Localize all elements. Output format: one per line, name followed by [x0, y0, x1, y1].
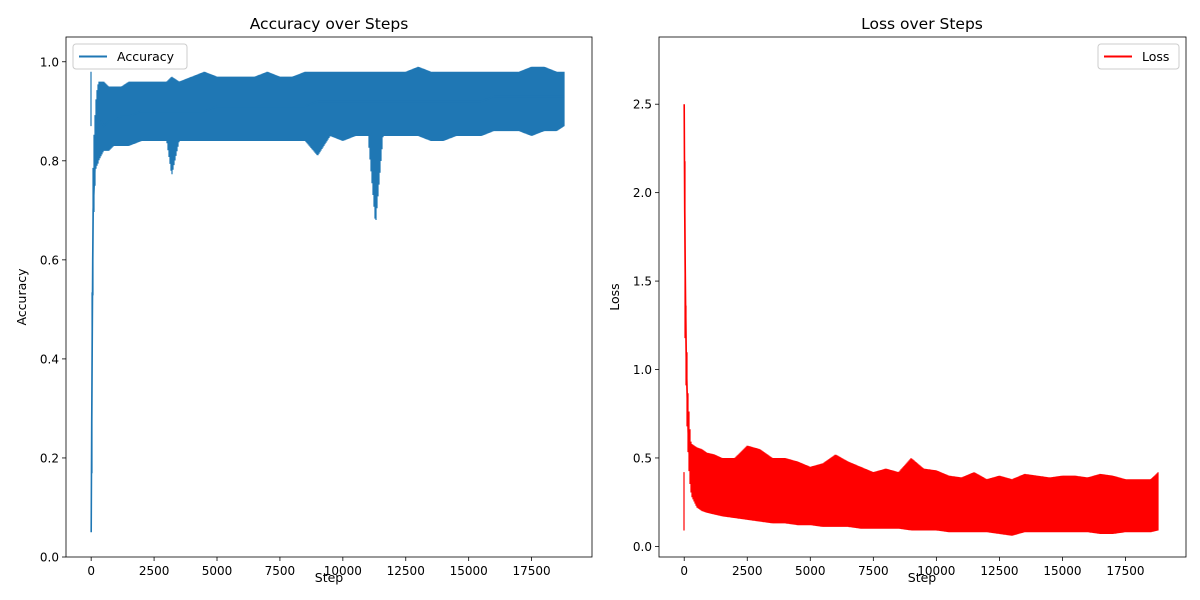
loss-x-tick-label: 5000: [795, 564, 826, 578]
accuracy-x-tick-label: 2500: [139, 564, 170, 578]
accuracy-y-axis: 0.0 0.2 0.4 0.6 0.8 1.0: [40, 55, 66, 565]
loss-x-tick-label: 2500: [732, 564, 763, 578]
accuracy-y-tick-label: 0.2: [40, 451, 59, 465]
accuracy-y-tick-label: 0.6: [40, 253, 59, 267]
accuracy-axes-frame: [65, 36, 593, 558]
loss-y-axis-label: Loss: [607, 283, 622, 310]
accuracy-x-tick-label: 7500: [265, 564, 296, 578]
loss-series-line: [683, 104, 1159, 512]
accuracy-x-tick-label: 15000: [450, 564, 488, 578]
loss-x-axis-label: Step: [908, 570, 937, 585]
accuracy-y-tick-label: 1.0: [40, 55, 59, 69]
accuracy-x-axis: 0 2500 5000 7500 10000 12500 15000 17500: [87, 557, 551, 578]
loss-y-tick-label: 0.0: [633, 540, 652, 554]
accuracy-y-tick-label: 0.0: [40, 551, 59, 565]
loss-x-tick-label: 15000: [1043, 564, 1081, 578]
accuracy-legend-box: [72, 43, 188, 70]
loss-axes-frame: [658, 36, 1187, 558]
accuracy-y-tick-label: 0.8: [40, 154, 59, 168]
loss-x-tick-label: 12500: [980, 564, 1018, 578]
accuracy-x-tick-label: 10000: [324, 564, 362, 578]
accuracy-series-line: [90, 95, 565, 533]
accuracy-chart-title: Accuracy over Steps: [250, 15, 409, 33]
loss-y-axis: 0.0 0.5 1.0 1.5 2.0 2.5: [633, 98, 659, 554]
loss-y-tick-label: 1.0: [633, 363, 652, 377]
loss-x-tick-label: 17500: [1106, 564, 1144, 578]
accuracy-legend: Accuracy: [72, 43, 188, 70]
accuracy-x-tick-label: 12500: [387, 564, 425, 578]
accuracy-legend-label: Accuracy: [117, 49, 175, 64]
accuracy-x-tick-label: 17500: [513, 564, 551, 578]
loss-y-tick-label: 2.0: [633, 186, 652, 200]
accuracy-chart: Accuracy over Steps 0 2500 5000 7500 10000 12…: [14, 15, 593, 585]
loss-x-axis: 0 2500 5000 7500 10000 12500 15000 17500: [680, 557, 1145, 578]
accuracy-x-tick-label: 0: [87, 564, 95, 578]
accuracy-y-axis-label: Accuracy: [14, 268, 29, 326]
loss-x-tick-label: 7500: [858, 564, 889, 578]
accuracy-x-axis-label: Step: [315, 570, 344, 585]
loss-x-tick-label: 0: [680, 564, 688, 578]
loss-legend: Loss: [1097, 43, 1180, 70]
loss-y-tick-label: 0.5: [633, 451, 652, 465]
loss-y-tick-label: 2.5: [633, 98, 652, 112]
loss-chart: Loss over Steps 0 2500 5000 7500 10000 12500 1…: [607, 15, 1187, 585]
accuracy-plot-area: [90, 66, 565, 533]
loss-noise-spikes: [683, 161, 1159, 536]
loss-plot-area: [683, 104, 1159, 536]
loss-legend-box: [1097, 43, 1180, 70]
loss-chart-title: Loss over Steps: [861, 15, 983, 33]
accuracy-x-tick-label: 5000: [202, 564, 233, 578]
loss-y-tick-label: 1.5: [633, 275, 652, 289]
loss-legend-label: Loss: [1142, 49, 1169, 64]
loss-noise-band: [683, 161, 1159, 536]
accuracy-y-tick-label: 0.4: [40, 352, 59, 366]
loss-x-tick-label: 10000: [917, 564, 955, 578]
